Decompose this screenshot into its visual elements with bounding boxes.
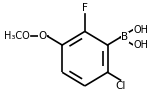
Text: OH: OH xyxy=(133,25,148,35)
Text: Cl: Cl xyxy=(115,81,126,91)
Text: F: F xyxy=(82,3,88,13)
Text: OH: OH xyxy=(133,40,148,50)
Text: H₃CO: H₃CO xyxy=(4,31,30,41)
Text: O: O xyxy=(38,31,47,41)
Text: B: B xyxy=(121,32,129,42)
